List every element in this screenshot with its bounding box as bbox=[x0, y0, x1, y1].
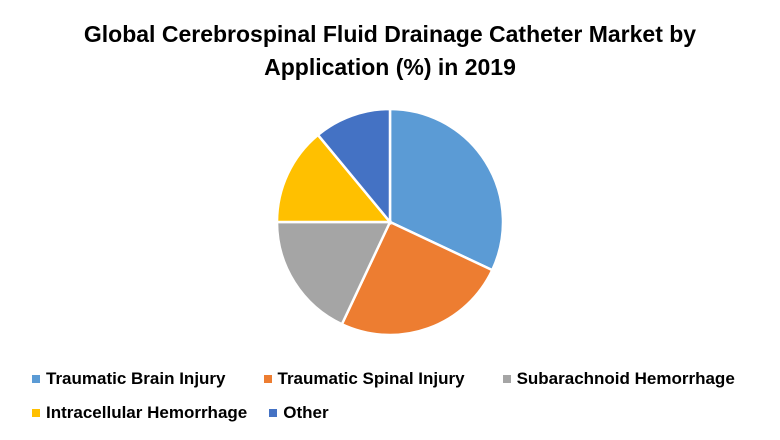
legend-item-traumatic-brain-injury: Traumatic Brain Injury bbox=[32, 369, 226, 389]
chart-title-line-1: Global Cerebrospinal Fluid Drainage Cath… bbox=[83, 21, 697, 47]
legend-label: Other bbox=[283, 403, 329, 422]
chart-title-line-2: Application (%) in 2019 bbox=[264, 54, 516, 80]
legend-swatch bbox=[32, 409, 40, 417]
pie-slice-traumatic-brain-injury bbox=[388, 107, 505, 272]
pie-chart bbox=[275, 107, 505, 337]
legend-row-2: Intracellular Hemorrhage Other bbox=[32, 396, 772, 430]
legend-label: Subarachnoid Hemorrhage bbox=[516, 369, 735, 388]
legend-label: Traumatic Spinal Injury bbox=[277, 369, 465, 388]
legend-item-other: Other bbox=[269, 403, 329, 423]
pie-slices bbox=[275, 107, 505, 337]
legend-swatch bbox=[269, 409, 278, 417]
legend-item-intracellular-hemorrhage: Intracellular Hemorrhage bbox=[32, 403, 247, 423]
chart-title: Global Cerebrospinal Fluid Drainage Cath… bbox=[0, 18, 780, 84]
legend-label: Traumatic Brain Injury bbox=[46, 369, 226, 388]
pie-slice-subarachnoid-hemorrhage bbox=[275, 220, 392, 326]
chart-legend: Traumatic Brain Injury Traumatic Spinal … bbox=[32, 362, 772, 430]
pie-slice-traumatic-spinal-injury bbox=[340, 220, 494, 337]
legend-item-subarachnoid-hemorrhage: Subarachnoid Hemorrhage bbox=[502, 369, 735, 389]
legend-swatch bbox=[502, 375, 511, 383]
legend-swatch bbox=[32, 375, 40, 383]
pie-slice-intracellular-hemorrhage bbox=[275, 133, 393, 224]
legend-item-traumatic-spinal-injury: Traumatic Spinal Injury bbox=[263, 369, 465, 389]
legend-swatch bbox=[263, 375, 272, 383]
legend-label: Intracellular Hemorrhage bbox=[46, 403, 248, 422]
legend-row-1: Traumatic Brain Injury Traumatic Spinal … bbox=[32, 362, 772, 396]
pie-slice-other bbox=[316, 107, 392, 226]
